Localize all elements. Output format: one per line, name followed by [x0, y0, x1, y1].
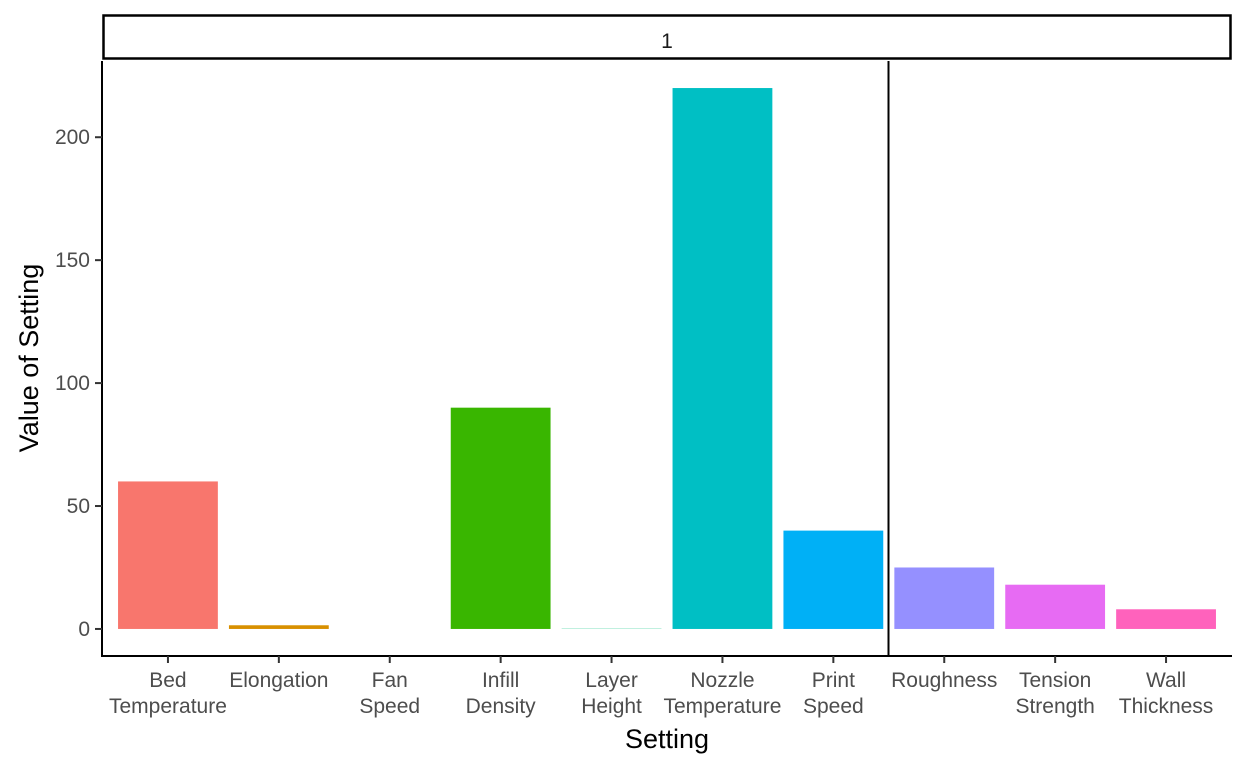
y-axis-title: Value of Setting: [14, 264, 44, 453]
facet-strip-box: [102, 14, 1232, 60]
bar-elongation: [228, 625, 329, 629]
bar-nozzle-temperature: [672, 88, 773, 629]
bars-layer: [118, 88, 1216, 629]
x-tick-label-elongation: Elongation: [229, 669, 328, 692]
x-tick-label-nozzle-temperature: Nozzle Temperature: [664, 669, 782, 718]
bar-wall-thickness: [1116, 609, 1216, 629]
bar-tension-strength: [1005, 584, 1106, 629]
y-tick-label: 0: [78, 618, 90, 641]
bar-bed-temperature: [118, 481, 218, 629]
y-axis-ticks: 0 50 100 150 200: [55, 126, 102, 641]
x-tick-label-tension-strength: Tension Strength: [1015, 669, 1094, 718]
bar-print-speed: [783, 530, 884, 629]
facet-strip: 1: [102, 14, 1232, 60]
facet-strip-label: 1: [661, 30, 673, 53]
x-tick-label-roughness: Roughness: [891, 669, 997, 692]
y-tick-label: 50: [67, 495, 90, 518]
y-tick-label: 100: [55, 372, 90, 395]
x-tick-label-infill-density: Infill Density: [466, 669, 537, 718]
x-tick-label-fan-speed: Fan Speed: [359, 669, 420, 718]
y-tick-label: 150: [55, 249, 90, 272]
bar-infill-density: [450, 407, 551, 629]
bar-roughness: [894, 567, 995, 629]
x-tick-label-wall-thickness: Wall Thickness: [1119, 669, 1214, 718]
x-tick-label-bed-temperature: Bed Temperature: [109, 669, 227, 718]
x-tick-label-layer-height: Layer Height: [581, 669, 642, 718]
x-tick-label-print-speed: Print Speed: [803, 669, 864, 718]
y-tick-label: 200: [55, 126, 90, 149]
x-axis-title: Setting: [625, 724, 709, 754]
